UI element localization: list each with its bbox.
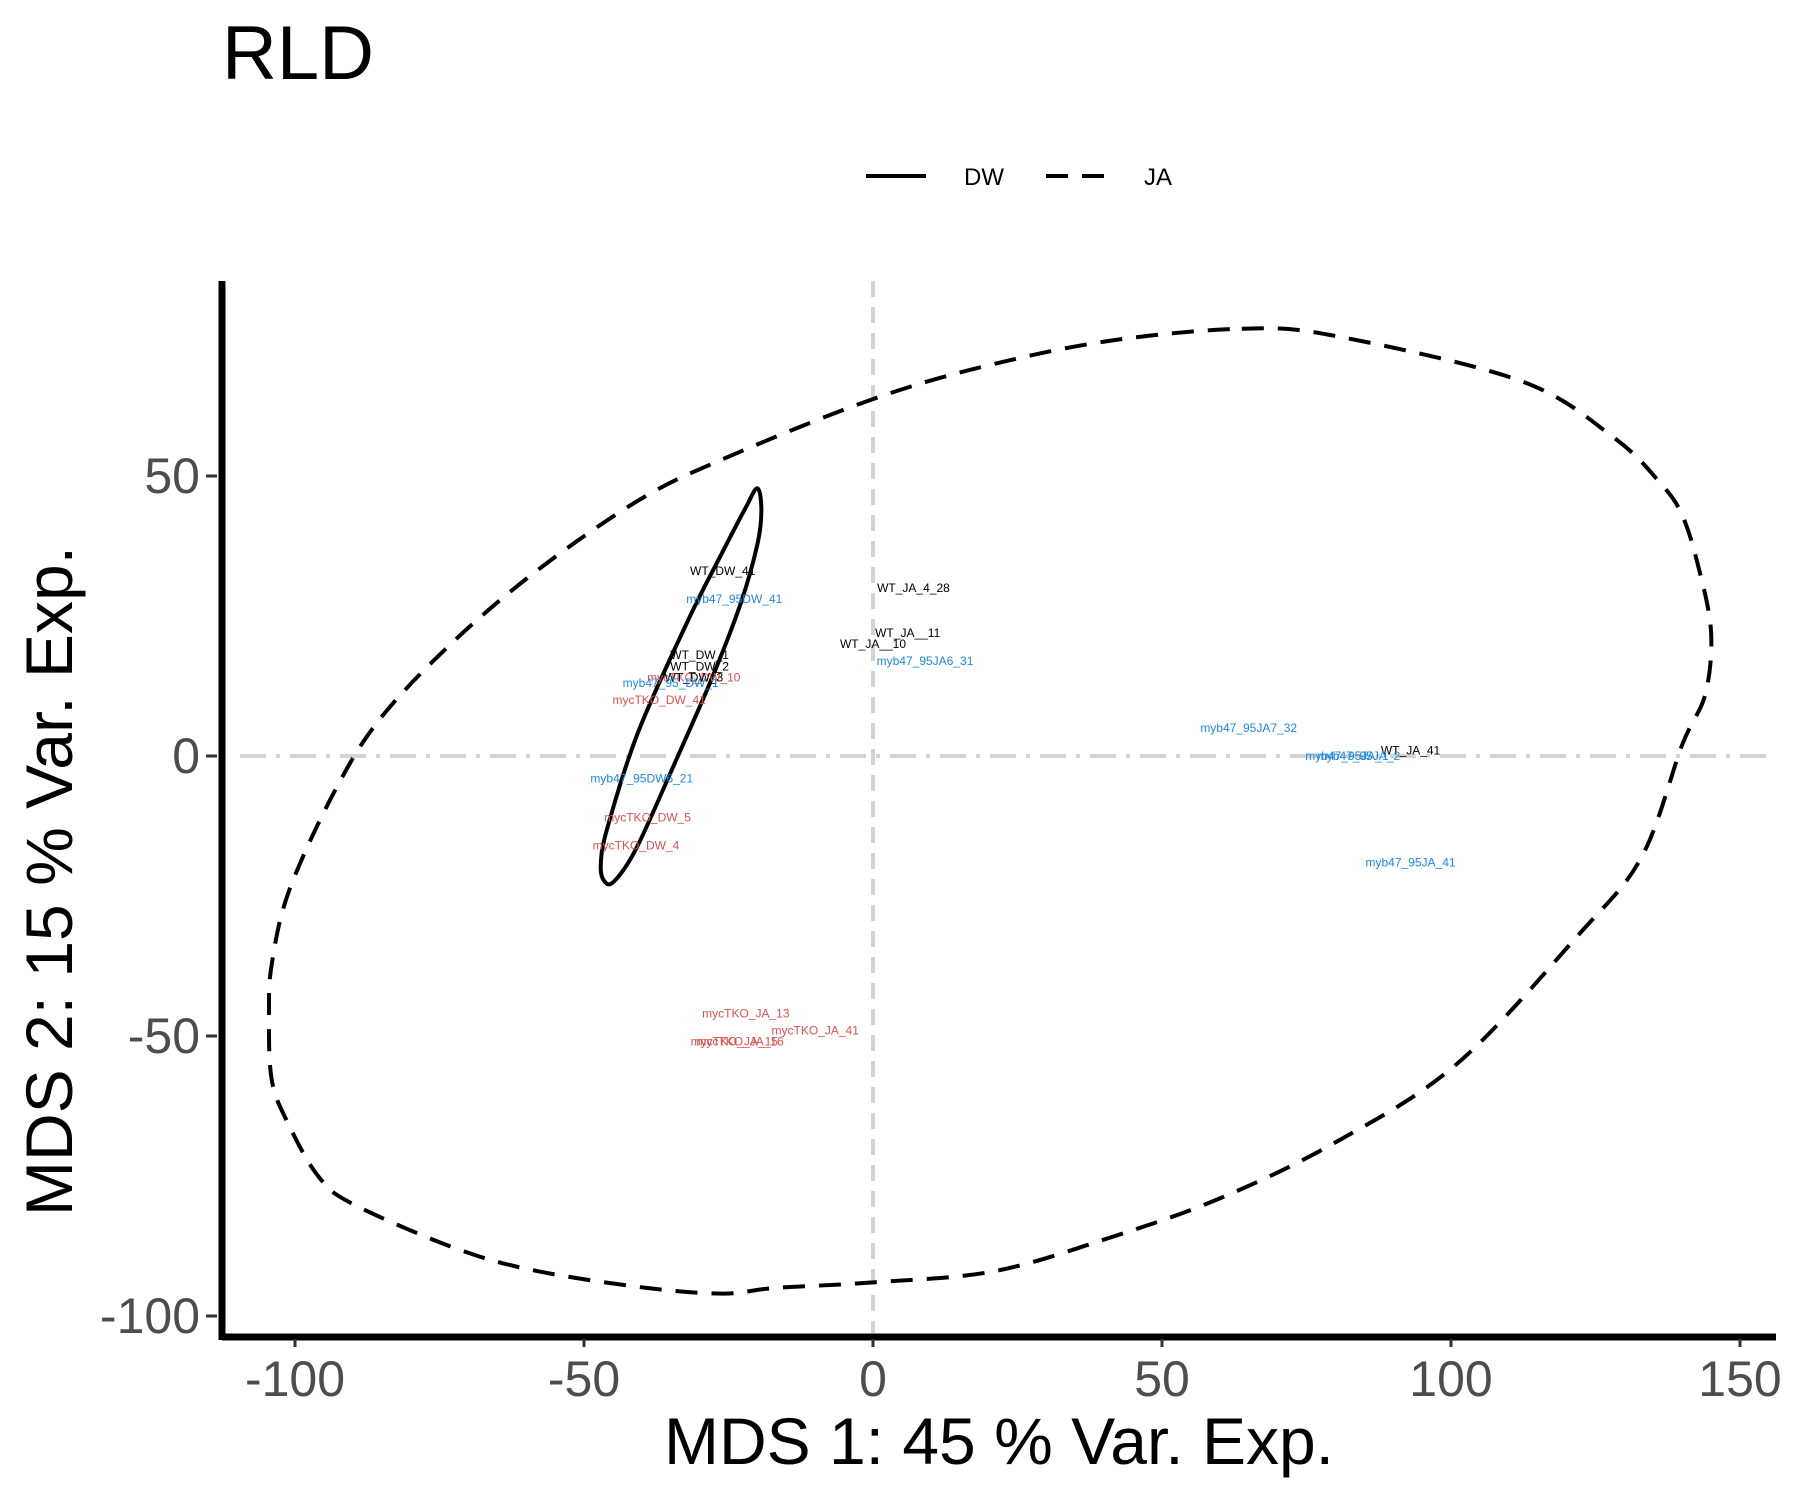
reference-lines [240,281,1776,1333]
sample-label: mycTKO_DW_5 [604,811,691,825]
x-tick-label: 0 [859,1351,887,1407]
sample-label: WT_JA__11 [875,626,940,640]
sample-label: myb47_95_DW_1 [623,676,719,690]
sample-label: WT_DW_41 [690,564,756,578]
sample-label: myb47_95JA_2 [1317,749,1401,763]
sample-label: mycTKO_DW_41 [612,693,706,707]
x-tick-label: 50 [1134,1351,1190,1407]
sample-label: myb47_95JA7_32 [1200,721,1297,735]
legend-label-ja: JA [1144,164,1172,191]
sample-label: myb47_95JA_1 [1305,749,1389,763]
sample-label: mycTKO_DW_10 [647,671,741,685]
ellipse-ja [266,326,1714,1296]
sample-label: WT_JA_41 [1381,743,1441,757]
axes [218,281,1776,1341]
sample-label: myb47_95JA_41 [1366,855,1456,869]
x-tick-label: 150 [1698,1351,1781,1407]
sample-label: myb47_95DW6_21 [590,771,693,785]
sample-label: mycTKO_JA_41 [772,1023,860,1037]
sample-labels: WT_DW_41myb47_95DW_41WT_DW_1WT_DW_2mycTK… [590,564,1455,1048]
ellipse-dw [598,486,764,887]
sample-label: WT_JA_4_28 [877,581,950,595]
y-tick-label: 0 [172,728,200,784]
x-tick-label: 100 [1409,1351,1492,1407]
legend-label-dw: DW [964,164,1004,191]
x-axis-title: MDS 1: 45 % Var. Exp. [664,1404,1334,1478]
sample-label: WT_DW_2 [670,659,729,673]
y-axis-ticks: 50 0 -50 -100 [100,448,217,1344]
legend: DW JA [866,164,1172,191]
sample-label: WT_DW_3 [664,671,723,685]
group-ellipses [266,326,1714,1296]
y-tick-label: -100 [100,1288,200,1344]
sample-label: WT_JA__10 [840,637,906,651]
y-axis-title: MDS 2: 15 % Var. Exp. [12,546,86,1216]
sample-label: myb47_95DW_41 [686,592,782,606]
chart-title: RLD [222,11,374,96]
y-tick-label: -50 [128,1008,200,1064]
sample-label: mycTKO_DW_4 [593,839,680,853]
sample-label: mycTKO_JA_13 [702,1007,790,1021]
x-axis-ticks: -100 -50 0 50 100 150 [245,1339,1782,1407]
y-tick-label: 50 [144,448,200,504]
x-tick-label: -50 [548,1351,620,1407]
x-tick-label: -100 [245,1351,345,1407]
sample-label: mycTKO_JA_16 [696,1035,784,1049]
sample-label: WT_DW_1 [670,648,729,662]
sample-label: myb47_95JA6_31 [877,654,974,668]
sample-label: mycTKO_JA_15 [691,1035,779,1049]
